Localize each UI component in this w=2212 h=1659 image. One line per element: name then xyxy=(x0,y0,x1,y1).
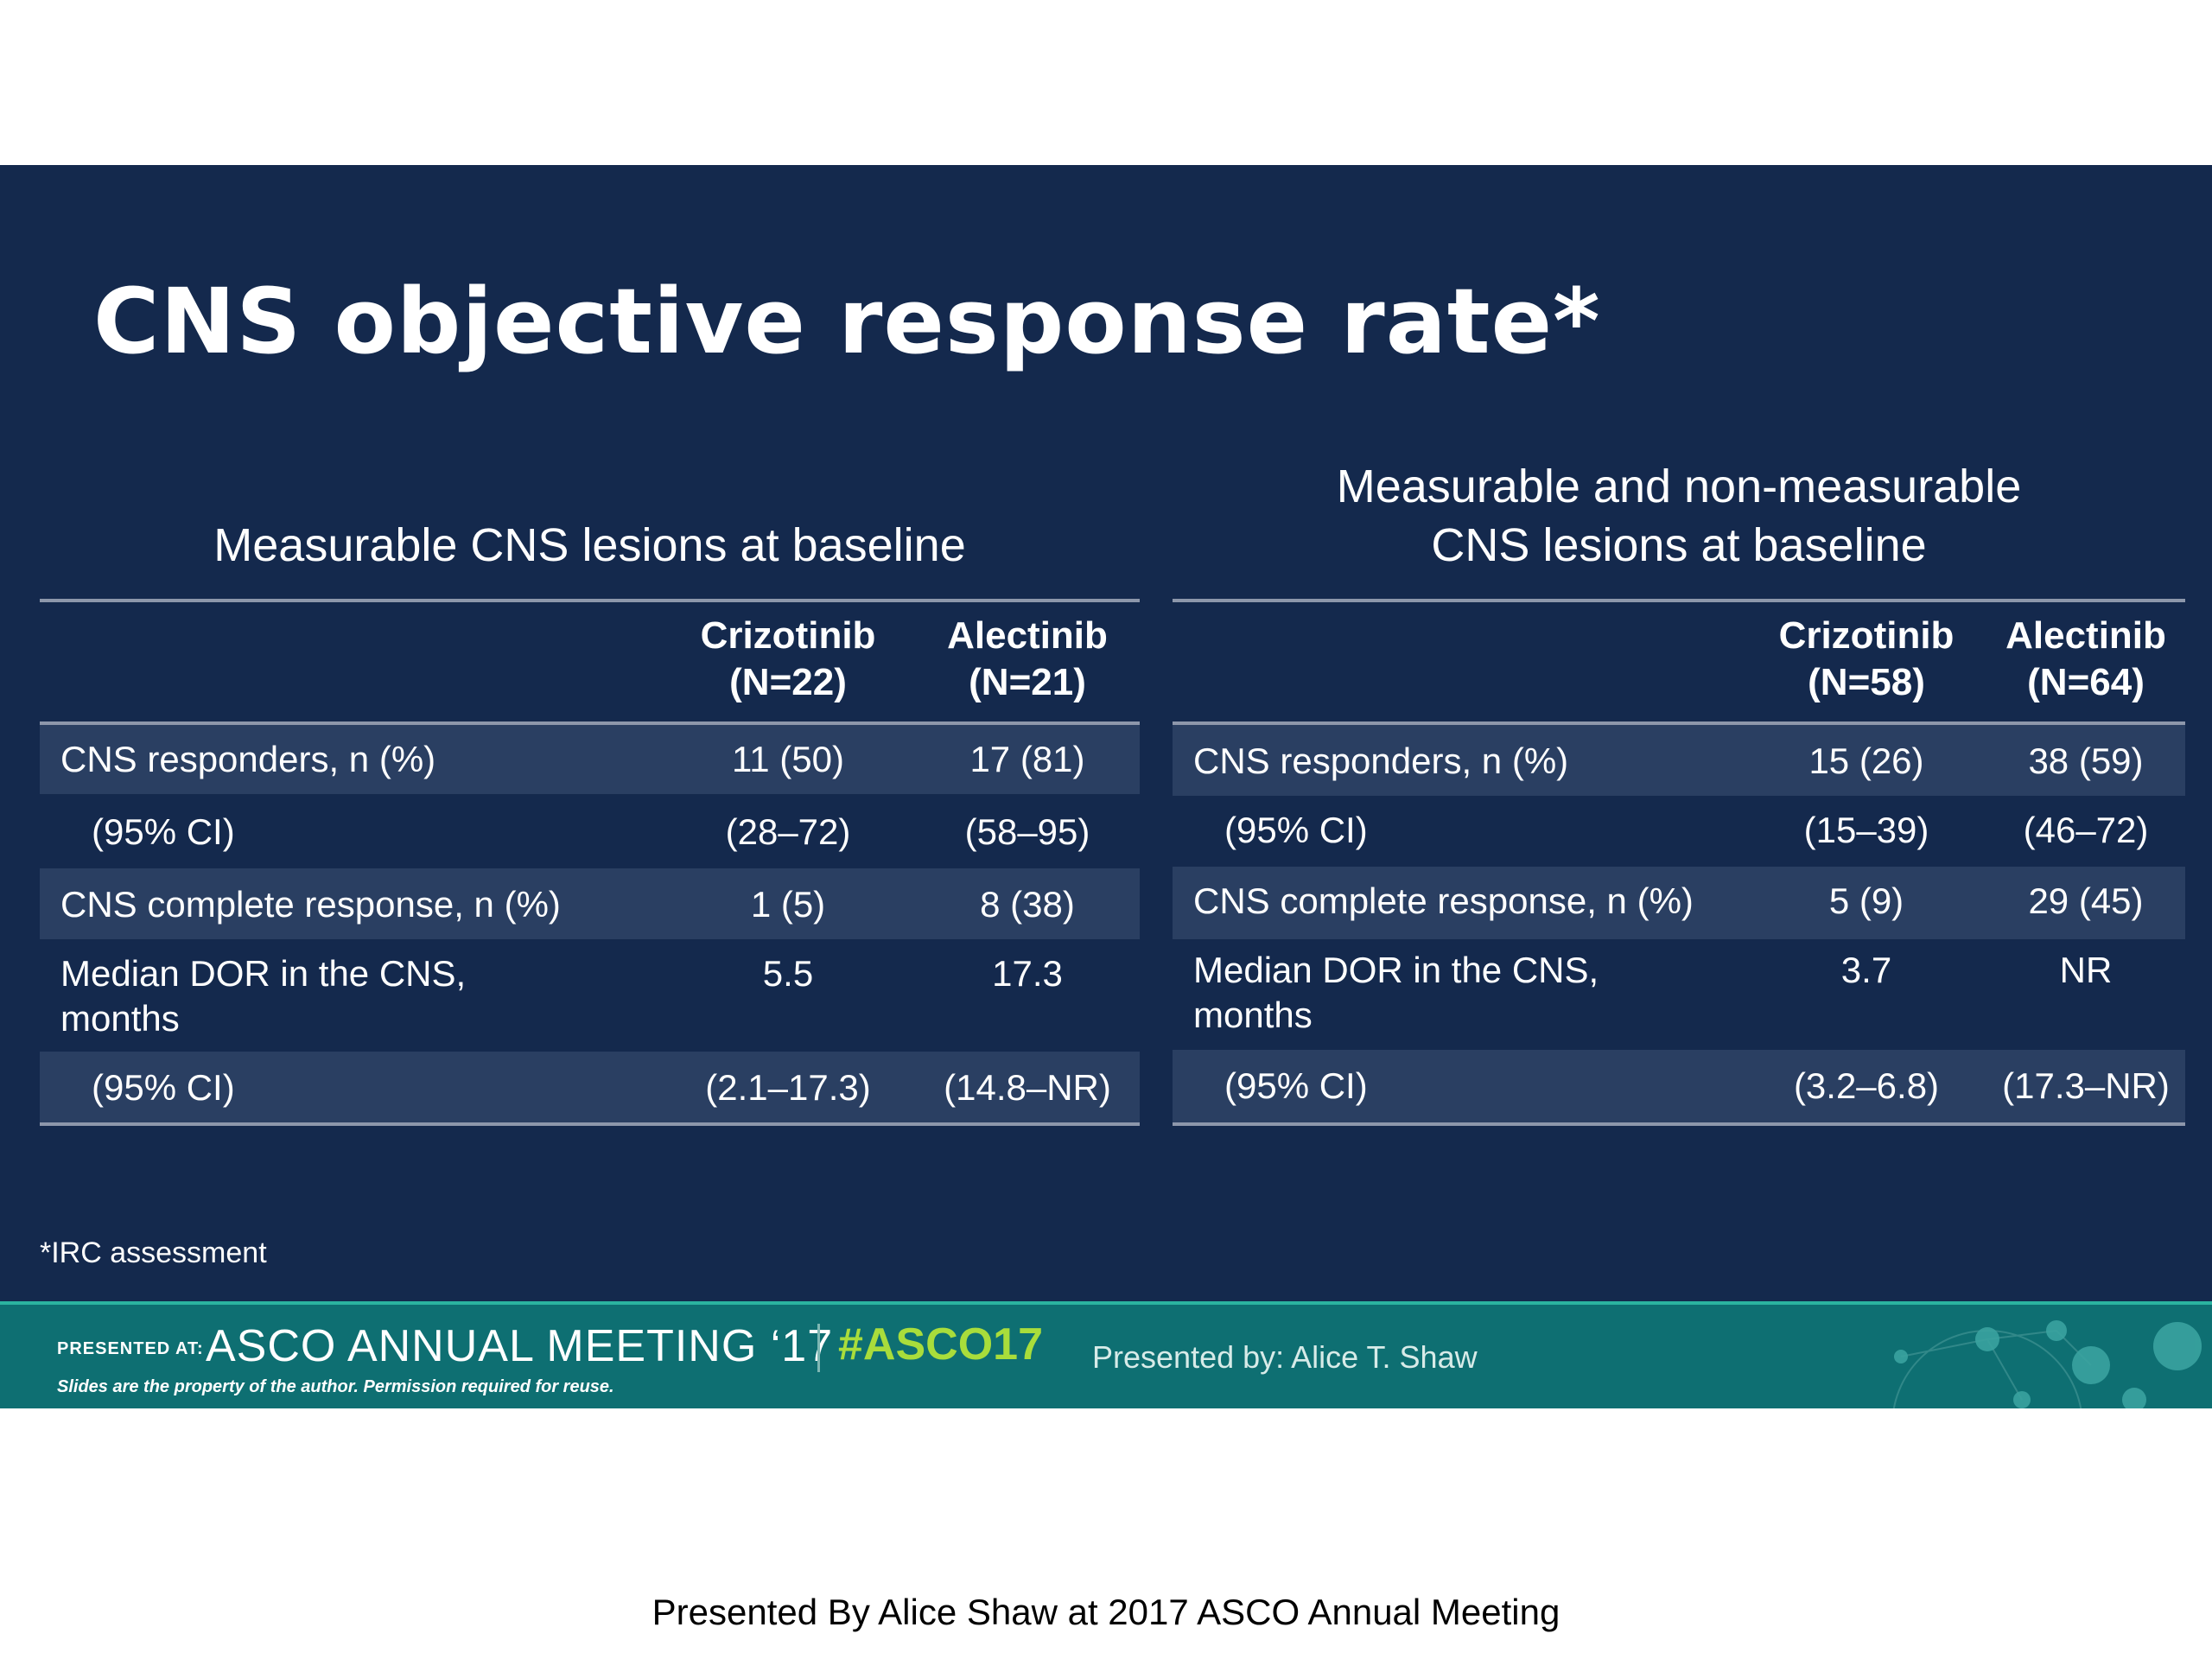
disclaimer: Slides are the property of the author. P… xyxy=(57,1377,614,1396)
table-row: (95% CI) (28–72) (58–95) xyxy=(40,794,1140,868)
caption: Presented By Alice Shaw at 2017 ASCO Ann… xyxy=(652,1592,1560,1632)
row-label: (95% CI) xyxy=(92,811,235,852)
cell-crizotinib: (28–72) xyxy=(725,811,851,852)
row-label: (95% CI) xyxy=(92,1067,235,1108)
row-label: (95% CI) xyxy=(1224,1065,1368,1106)
table-top-rule xyxy=(40,599,1140,602)
cell-alectinib: 38 (59) xyxy=(2028,741,2144,781)
column-n: (N=22) xyxy=(729,661,847,703)
table-row: CNS responders, n (%) 15 (26) 38 (59) xyxy=(1173,725,2185,796)
cell-alectinib: 17 (81) xyxy=(969,739,1085,779)
row-label: Median DOR in the CNS, xyxy=(60,953,467,994)
table-row: (95% CI) (3.2–6.8) (17.3–NR) xyxy=(1173,1050,2185,1122)
presenter: Presented by: Alice T. Shaw xyxy=(1092,1339,1478,1375)
table-bottom-rule xyxy=(40,1122,1140,1126)
cell-crizotinib: (15–39) xyxy=(1803,810,1929,850)
table-row: (95% CI) (2.1–17.3) (14.8–NR) xyxy=(40,1052,1140,1122)
footnote: *IRC assessment xyxy=(40,1236,267,1269)
panel-heading-line: Measurable and non-measurable xyxy=(1336,461,2022,512)
column-header-crizotinib: Crizotinib (N=58) xyxy=(1743,613,1990,706)
meeting-banner: PRESENTED AT: ASCO ANNUAL MEETING ‘17 #A… xyxy=(0,1301,2212,1408)
cell-crizotinib: (2.1–17.3) xyxy=(705,1067,871,1108)
cell-alectinib: 8 (38) xyxy=(980,884,1075,925)
table-row: CNS complete response, n (%) 5 (9) 29 (4… xyxy=(1173,867,2185,939)
header-rule xyxy=(1173,721,2185,725)
cell-alectinib: (46–72) xyxy=(2023,810,2149,850)
table-top-rule xyxy=(1173,599,2185,602)
cell-alectinib: 29 (45) xyxy=(2028,880,2144,921)
column-name: Crizotinib xyxy=(1778,614,1955,657)
cell-crizotinib: 1 (5) xyxy=(750,884,826,925)
table-row: (95% CI) (15–39) (46–72) xyxy=(1173,796,2185,867)
header-rule xyxy=(40,721,1140,725)
meeting-name: ASCO ANNUAL MEETING ‘17 xyxy=(206,1321,834,1371)
hashtag: #ASCO17 xyxy=(838,1319,1043,1370)
cell-alectinib: NR xyxy=(2059,950,2113,990)
slide-title: CNS objective response rate* xyxy=(93,269,1601,374)
column-name: Alectinib xyxy=(2005,614,2166,657)
column-header-crizotinib: Crizotinib (N=22) xyxy=(645,613,931,706)
panel-heading-line: Measurable CNS lesions at baseline xyxy=(213,519,966,571)
table-bottom-rule xyxy=(1173,1122,2185,1126)
row-label: Median DOR in the CNS, xyxy=(1193,950,1599,990)
table-row: CNS responders, n (%) 11 (50) 17 (81) xyxy=(40,725,1140,794)
row-label-continued: months xyxy=(1193,995,1313,1035)
cell-crizotinib: 3.7 xyxy=(1840,950,1892,990)
column-header-alectinib: Alectinib (N=21) xyxy=(914,613,1141,706)
column-name: Crizotinib xyxy=(700,614,876,657)
table-row: Median DOR in the CNS, months 3.7 NR xyxy=(1173,939,2185,1050)
cell-crizotinib: (3.2–6.8) xyxy=(1793,1065,1940,1106)
presented-at-label: PRESENTED AT: xyxy=(57,1339,204,1358)
panel-heading-line: CNS lesions at baseline xyxy=(1431,519,1927,571)
cell-alectinib: 17.3 xyxy=(992,953,1063,994)
row-label-continued: months xyxy=(60,998,180,1039)
cell-alectinib: (14.8–NR) xyxy=(944,1067,1111,1108)
banner-divider xyxy=(817,1324,820,1372)
column-n: (N=21) xyxy=(969,661,1086,703)
panel-heading: Measurable CNS lesions at baseline xyxy=(40,516,1140,575)
table-row: CNS complete response, n (%) 1 (5) 8 (38… xyxy=(40,868,1140,939)
column-n: (N=58) xyxy=(1808,661,1925,703)
slide: CNS objective response rate* Measurable … xyxy=(0,165,2212,1408)
cell-crizotinib: 11 (50) xyxy=(732,739,844,779)
panel-heading: Measurable and non-measurable CNS lesion… xyxy=(1173,457,2185,575)
cell-crizotinib: 5 (9) xyxy=(1828,880,1904,921)
column-name: Alectinib xyxy=(947,614,1108,657)
cell-crizotinib: 15 (26) xyxy=(1808,741,1924,781)
cell-alectinib: (58–95) xyxy=(964,811,1090,852)
row-label: CNS responders, n (%) xyxy=(1193,741,1569,781)
column-header-alectinib: Alectinib (N=64) xyxy=(1986,613,2185,706)
row-label: CNS responders, n (%) xyxy=(60,739,436,779)
row-label: CNS complete response, n (%) xyxy=(60,884,561,925)
cell-crizotinib: 5.5 xyxy=(762,953,814,994)
row-label: (95% CI) xyxy=(1224,810,1368,850)
row-label: CNS complete response, n (%) xyxy=(1193,880,1694,921)
cell-alectinib: (17.3–NR) xyxy=(2002,1065,2170,1106)
table-row: Median DOR in the CNS, months 5.5 17.3 xyxy=(40,939,1140,1052)
network-decoration-icon xyxy=(1892,1320,2202,1408)
column-n: (N=64) xyxy=(2027,661,2145,703)
